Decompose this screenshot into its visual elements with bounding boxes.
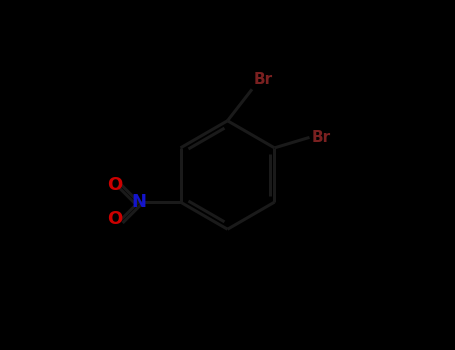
Text: N: N (131, 193, 146, 211)
Text: O: O (107, 210, 122, 229)
Text: Br: Br (254, 72, 273, 88)
Text: O: O (107, 176, 122, 194)
Text: Br: Br (311, 130, 330, 145)
